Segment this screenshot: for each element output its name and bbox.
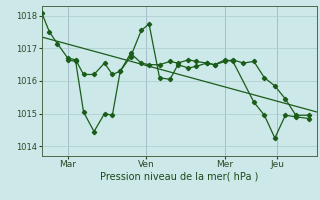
X-axis label: Pression niveau de la mer( hPa ): Pression niveau de la mer( hPa ): [100, 172, 258, 182]
